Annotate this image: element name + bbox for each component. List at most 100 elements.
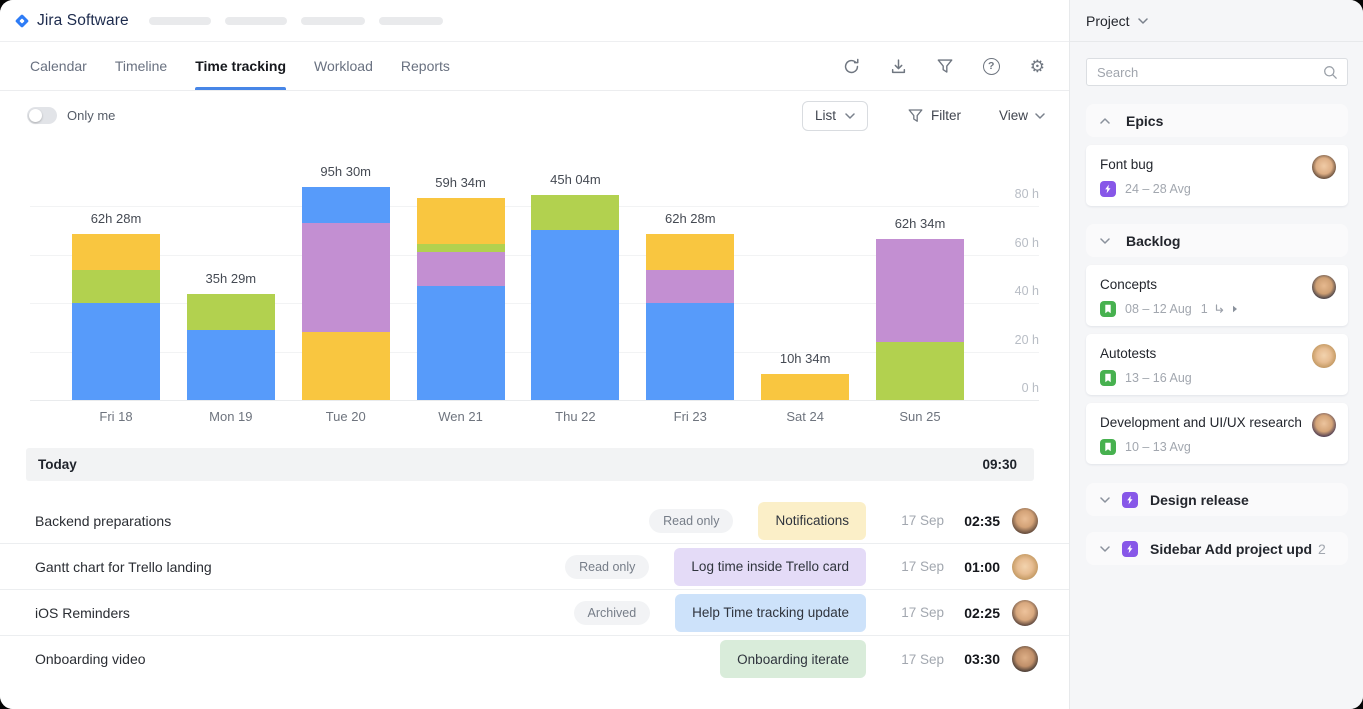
section-header-design-release[interactable]: Design release [1086,483,1348,516]
bar-segment-yellow[interactable] [646,234,734,270]
settings-gear-icon[interactable]: ⚙ [1030,58,1045,75]
y-axis-tick-label: 40 h [979,284,1039,298]
task-logged-time: 02:25 [944,605,1000,621]
avatar[interactable] [1012,508,1038,534]
project-sidebar: Project Epics Font bug 24 – 28 Avg [1069,0,1363,709]
bar-segment-green[interactable] [876,342,964,400]
chart-bar[interactable] [187,294,275,400]
search-input[interactable] [1097,65,1323,80]
chart-bar[interactable] [761,374,849,400]
bar-segment-yellow[interactable] [761,374,849,400]
bar-segment-blue[interactable] [531,230,619,400]
task-row[interactable]: Backend preparations Read only Notificat… [0,498,1069,544]
avatar[interactable] [1312,413,1336,437]
avatar[interactable] [1012,600,1038,626]
bar-segment-purple[interactable] [302,223,390,332]
subtask-indicator[interactable]: 1 [1201,302,1238,316]
bar-segment-blue[interactable] [417,286,505,400]
chevron-down-icon [1100,238,1110,244]
tab-time-tracking[interactable]: Time tracking [195,42,286,90]
status-badge: Archived [574,601,651,625]
bar-segment-purple[interactable] [646,270,734,303]
task-date: 17 Sep [866,559,944,574]
chart-bar[interactable] [876,239,964,400]
bar-segment-purple[interactable] [417,252,505,286]
task-row[interactable]: Gantt chart for Trello landing Read only… [0,544,1069,590]
help-icon[interactable]: ? [983,58,1000,75]
section-title: Design release [1150,492,1249,508]
x-axis-label: Wen 21 [401,409,521,424]
chart-toolbar: Only me List Filter View [0,91,1069,140]
tab-reports[interactable]: Reports [401,42,450,90]
bar-segment-green[interactable] [72,270,160,303]
section-header-backlog[interactable]: Backlog [1086,224,1348,257]
chart-bar[interactable] [302,187,390,400]
chart-bar[interactable] [417,198,505,400]
today-total-time: 09:30 [982,457,1017,472]
only-me-toggle[interactable] [27,107,57,124]
project-selector[interactable]: Project [1070,0,1363,42]
backlog-card-autotests[interactable]: Autotests 13 – 16 Aug [1086,334,1348,395]
tab-workload[interactable]: Workload [314,42,373,90]
task-row[interactable]: iOS Reminders Archived Help Time trackin… [0,590,1069,636]
backlog-card-development[interactable]: Development and UI/UX research 10 – 13 A… [1086,403,1348,464]
refresh-icon[interactable] [843,58,860,75]
y-axis-tick-label: 0 h [979,381,1039,395]
bar-segment-yellow[interactable] [72,234,160,270]
task-title: Onboarding video [35,651,720,667]
task-logged-time: 02:35 [944,513,1000,529]
epic-card-font-bug[interactable]: Font bug 24 – 28 Avg [1086,145,1348,206]
x-axis-label: Tue 20 [286,409,406,424]
bar-total-label: 62h 28m [56,211,176,226]
tab-timeline[interactable]: Timeline [115,42,167,90]
task-tag-chip[interactable]: Onboarding iterate [720,640,866,678]
x-axis-label: Thu 22 [515,409,635,424]
task-row[interactable]: Onboarding video Onboarding iterate 17 S… [0,636,1069,682]
nav-placeholder-bar [301,17,365,25]
nav-placeholders [149,17,443,25]
task-tag-chip[interactable]: Log time inside Trello card [674,548,866,586]
avatar[interactable] [1012,554,1038,580]
bar-segment-yellow[interactable] [417,198,505,244]
backlog-card-concepts[interactable]: Concepts 08 – 12 Aug 1 [1086,265,1348,326]
list-dropdown[interactable]: List [802,101,868,131]
avatar[interactable] [1312,344,1336,368]
download-icon[interactable] [890,58,907,75]
epic-badge-icon [1122,541,1138,557]
avatar[interactable] [1012,646,1038,672]
filter-icon[interactable] [937,59,953,74]
chevron-down-icon [1035,113,1045,119]
section-header-epics[interactable]: Epics [1086,104,1348,137]
avatar[interactable] [1312,275,1336,299]
bar-segment-blue[interactable] [72,303,160,400]
bar-segment-green[interactable] [531,195,619,230]
card-title: Concepts [1100,277,1336,292]
subtask-branch-icon [1214,304,1226,315]
bar-segment-blue[interactable] [302,187,390,223]
card-title: Font bug [1100,157,1336,172]
chart-bar[interactable] [646,234,734,400]
avatar[interactable] [1312,155,1336,179]
bar-segment-blue[interactable] [187,330,275,400]
section-header-sidebar-add-project[interactable]: Sidebar Add project upd 2 [1086,532,1348,565]
story-badge-icon [1100,301,1116,317]
nav-placeholder-bar [225,17,287,25]
section-title: Epics [1126,113,1163,129]
filter-button[interactable]: Filter [908,108,961,123]
bar-segment-blue[interactable] [646,303,734,400]
bar-segment-purple[interactable] [876,239,964,342]
bar-segment-yellow[interactable] [302,332,390,400]
view-dropdown-label: View [999,108,1028,123]
task-tag-chip[interactable]: Help Time tracking update [675,594,866,632]
task-tag-chip[interactable]: Notifications [758,502,866,540]
task-date: 17 Sep [866,652,944,667]
chart-bar[interactable] [72,234,160,400]
bar-segment-green[interactable] [417,244,505,252]
chart-bar[interactable] [531,195,619,400]
bar-segment-green[interactable] [187,294,275,330]
tab-calendar[interactable]: Calendar [30,42,87,90]
app-header: Jira Software [0,0,1069,42]
card-dates: 10 – 13 Avg [1125,440,1191,454]
view-dropdown[interactable]: View [999,108,1045,123]
only-me-label: Only me [67,108,115,123]
